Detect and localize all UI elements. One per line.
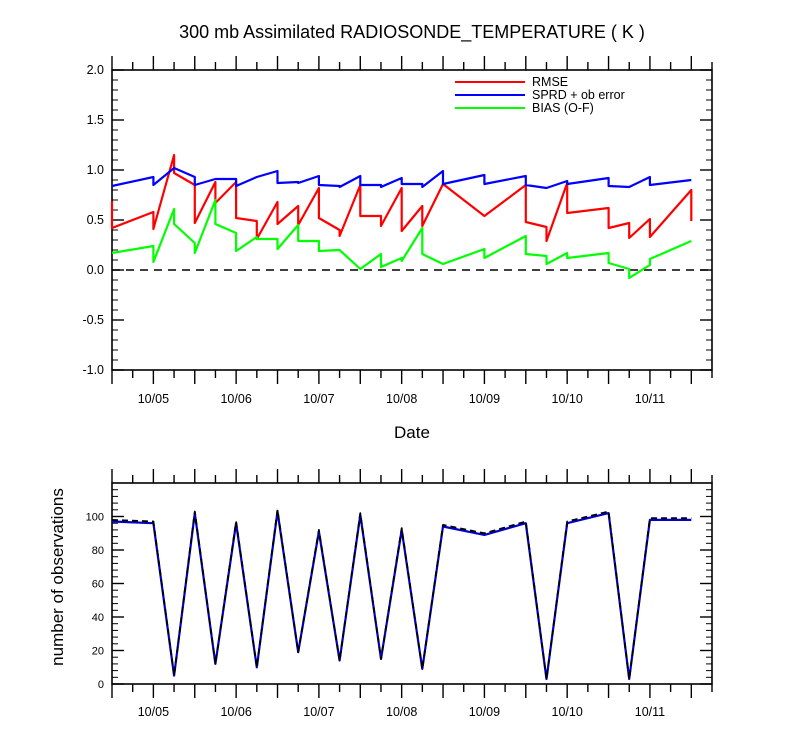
series-line-rmse bbox=[110, 153, 693, 243]
bottom-y-tick-labels: 0 20 40 60 80 100 bbox=[86, 512, 104, 692]
y-tick-label: -1.0 bbox=[82, 363, 104, 377]
y-tick-label: 0 bbox=[98, 679, 104, 691]
x-tick-label: 10/11 bbox=[635, 392, 665, 406]
x-tick-label: 10/06 bbox=[220, 705, 251, 719]
series-line-sprd-ob-error bbox=[111, 166, 692, 190]
bottom-axis-ticks bbox=[111, 469, 713, 698]
y-axis-label: number of observations bbox=[48, 488, 67, 666]
y-tick-label: 1.0 bbox=[87, 163, 104, 177]
x-tick-label: 10/05 bbox=[138, 392, 169, 406]
legend-label: BIAS (O-F) bbox=[532, 101, 594, 115]
bottom-plot-frame bbox=[111, 482, 713, 685]
x-tick-label: 10/06 bbox=[220, 392, 251, 406]
top-x-tick-labels: 10/05 10/06 10/07 10/08 10/09 10/10 10/11 bbox=[138, 392, 665, 406]
y-tick-label: 2.0 bbox=[87, 63, 104, 77]
y-tick-label: 80 bbox=[92, 545, 104, 557]
y-tick-label: 0.0 bbox=[87, 263, 104, 277]
x-tick-label: 10/10 bbox=[552, 392, 583, 406]
x-tick-label: 10/09 bbox=[469, 392, 500, 406]
obs-count-line-solid bbox=[111, 510, 692, 681]
top-panel: 300 mb Assimilated RADIOSONDE_TEMPERATUR… bbox=[82, 22, 713, 442]
x-tick-label: 10/09 bbox=[469, 705, 500, 719]
x-axis-label: Date bbox=[394, 423, 430, 442]
x-tick-label: 10/11 bbox=[635, 705, 665, 719]
chart-title: 300 mb Assimilated RADIOSONDE_TEMPERATUR… bbox=[179, 22, 645, 43]
bottom-series-group bbox=[111, 508, 692, 681]
y-tick-label: 0.5 bbox=[87, 213, 104, 227]
x-tick-label: 10/07 bbox=[303, 705, 334, 719]
x-tick-label: 10/10 bbox=[552, 705, 583, 719]
y-tick-label: 20 bbox=[92, 646, 104, 658]
top-y-tick-labels: 2.0 1.5 1.0 0.5 0.0 -0.5 -1.0 bbox=[82, 63, 104, 377]
bottom-x-tick-labels: 10/05 10/06 10/07 10/08 10/09 10/10 10/11 bbox=[138, 705, 665, 719]
x-tick-label: 10/08 bbox=[386, 392, 417, 406]
x-tick-label: 10/07 bbox=[303, 392, 334, 406]
y-tick-label: -0.5 bbox=[82, 313, 104, 327]
x-tick-label: 10/08 bbox=[386, 705, 417, 719]
y-tick-label: 60 bbox=[92, 579, 104, 591]
obs-count-line-dashed bbox=[111, 508, 692, 680]
legend-label: RMSE bbox=[532, 75, 568, 89]
series-line-bias-o-f bbox=[111, 198, 692, 280]
top-series-group bbox=[110, 153, 693, 280]
legend-label: SPRD + ob error bbox=[532, 88, 625, 102]
x-tick-label: 10/05 bbox=[138, 705, 169, 719]
y-tick-label: 1.5 bbox=[87, 113, 104, 127]
y-tick-label: 100 bbox=[86, 512, 104, 524]
y-tick-label: 40 bbox=[92, 612, 104, 624]
